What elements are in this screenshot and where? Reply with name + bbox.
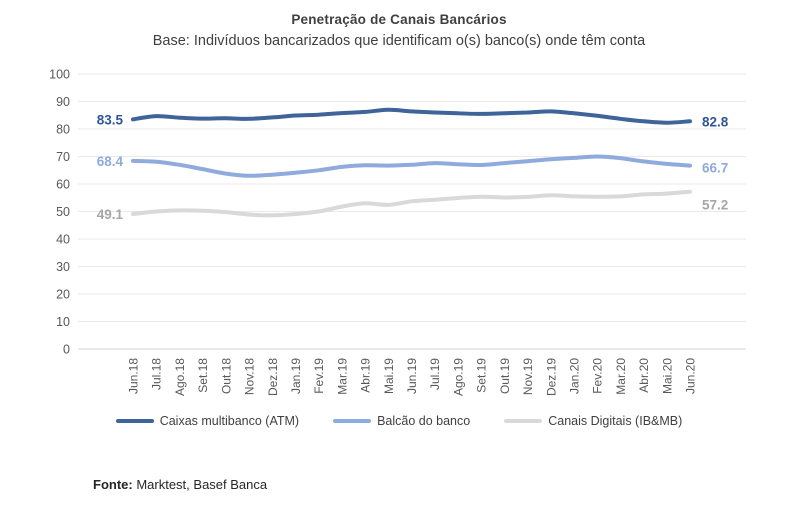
legend-line-swatch-icon: [115, 418, 154, 424]
series-start-label-atm: 83.5: [97, 112, 124, 127]
x-tick-label: Mar.20: [614, 358, 628, 395]
series-start-label-digitais: 49.1: [97, 207, 124, 222]
x-tick-label: Ago.18: [173, 358, 187, 396]
series-end-label-balcao: 66.7: [702, 161, 728, 176]
series-start-label-balcao: 68.4: [97, 154, 124, 169]
x-tick-label: Nov.19: [521, 358, 535, 395]
y-tick-label: 30: [56, 260, 70, 274]
y-tick-label: 100: [49, 68, 70, 82]
legend-label: Balcão do banco: [377, 414, 471, 428]
legend: Caixas multibanco (ATM) Balcão do banco Ca…: [0, 414, 798, 428]
x-tick-label: Dez.19: [544, 358, 558, 396]
x-tick-label: Jun.18: [127, 358, 141, 394]
legend-item-digitais: Canais Digitais (IB&MB): [504, 414, 682, 428]
x-tick-label: Jul.19: [428, 358, 442, 390]
x-tick-label: Out.18: [219, 358, 233, 394]
legend-item-atm: Caixas multibanco (ATM): [115, 414, 300, 428]
x-tick-label: Dez.18: [266, 358, 280, 396]
y-tick-label: 10: [56, 315, 70, 329]
x-tick-label: Abr.19: [359, 358, 373, 393]
x-tick-label: Set.19: [475, 358, 489, 393]
chart-title: Penetração de Canais Bancários: [291, 12, 507, 27]
source-note: Fonte: Marktest, Basef Banca: [93, 477, 267, 492]
source-note-label: Fonte:: [93, 477, 133, 492]
legend-label: Canais Digitais (IB&MB): [548, 414, 683, 428]
x-tick-label: Jun.19: [405, 358, 419, 394]
legend-line-swatch-icon: [333, 418, 372, 424]
x-tick-label: Ago.19: [451, 358, 465, 396]
y-tick-label: 0: [63, 343, 70, 357]
x-tick-label: Abr.20: [637, 358, 651, 393]
legend-item-balcao: Balcão do banco: [333, 414, 470, 428]
x-tick-label: Mar.19: [335, 358, 349, 395]
x-tick-label: Jan.19: [289, 358, 303, 394]
x-tick-label: Nov.18: [243, 358, 257, 395]
x-tick-label: Jan.20: [568, 358, 582, 394]
legend-line-swatch-icon: [504, 418, 543, 424]
series-line-balcao: [131, 154, 692, 178]
series-line-digitais: [131, 189, 692, 218]
y-tick-label: 80: [56, 123, 70, 137]
y-tick-label: 90: [56, 95, 70, 109]
x-tick-label: Mai.20: [660, 358, 674, 394]
legend-label: Caixas multibanco (ATM): [159, 414, 300, 428]
y-tick-label: 40: [56, 233, 70, 247]
line-chart: 0 10 20 30 40 50 60 70 80 90 100 Jun.18 Jul.18 Ago.18…: [49, 68, 746, 396]
y-tick-label: 50: [56, 205, 70, 219]
x-tick-label: Fev.19: [312, 358, 326, 394]
y-tick-label: 70: [56, 150, 70, 164]
y-tick-label: 20: [56, 288, 70, 302]
x-tick-label: Set.18: [196, 358, 210, 393]
x-tick-label: Out.19: [498, 358, 512, 394]
series-line-atm: [131, 107, 692, 125]
series-end-label-atm: 82.8: [702, 114, 729, 129]
x-tick-label: Jul.18: [150, 358, 164, 390]
series-end-label-digitais: 57.2: [702, 198, 728, 213]
x-tick-label: Mai.19: [382, 358, 396, 394]
source-note-text: Marktest, Basef Banca: [132, 477, 268, 492]
y-tick-label: 60: [56, 178, 70, 192]
x-tick-label: Jun.20: [684, 358, 698, 394]
chart-subtitle: Base: Indivíduos bancarizados que identi…: [152, 33, 646, 49]
x-tick-label: Fev.20: [591, 358, 605, 394]
